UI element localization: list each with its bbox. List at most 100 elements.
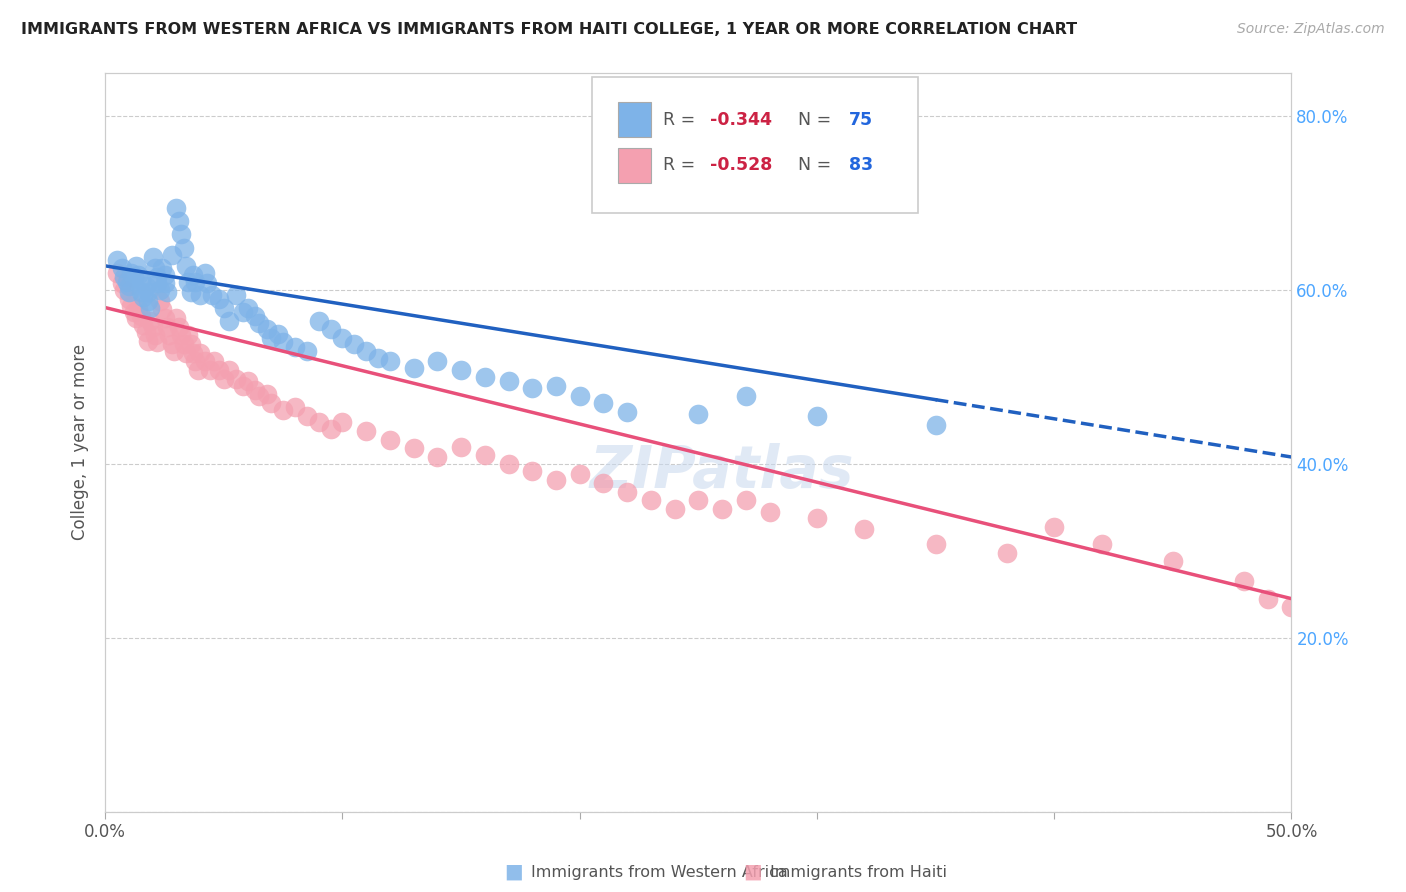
Point xyxy=(378,354,401,368)
Point xyxy=(125,311,148,326)
Point xyxy=(143,261,166,276)
Point xyxy=(174,345,197,359)
Point xyxy=(150,302,173,317)
Point xyxy=(118,285,141,299)
Point xyxy=(474,370,496,384)
Point xyxy=(308,313,330,327)
Point xyxy=(149,283,172,297)
Point xyxy=(232,305,254,319)
Point xyxy=(243,383,266,397)
Point xyxy=(354,424,377,438)
Text: 75: 75 xyxy=(849,111,873,128)
Point xyxy=(378,433,401,447)
Bar xyxy=(617,147,651,183)
Point xyxy=(174,259,197,273)
Point xyxy=(1327,617,1350,632)
Point xyxy=(367,351,389,365)
Point xyxy=(225,287,247,301)
Point xyxy=(153,268,176,282)
Point xyxy=(498,375,520,389)
Point xyxy=(118,292,141,306)
Point xyxy=(165,201,187,215)
Point xyxy=(129,273,152,287)
Point xyxy=(184,275,207,289)
Point xyxy=(150,261,173,276)
Point xyxy=(146,277,169,291)
Point xyxy=(160,337,183,351)
Point xyxy=(143,328,166,343)
Point xyxy=(157,328,180,343)
Point xyxy=(256,322,278,336)
Point xyxy=(616,405,638,419)
Point xyxy=(153,311,176,326)
Point xyxy=(180,337,202,351)
Point xyxy=(181,268,204,282)
Point xyxy=(194,354,217,368)
Point xyxy=(136,285,159,299)
Point xyxy=(426,354,449,368)
Point xyxy=(295,344,318,359)
Point xyxy=(688,493,710,508)
Point xyxy=(332,415,354,429)
Point xyxy=(202,354,225,368)
Text: ▪: ▪ xyxy=(742,858,762,887)
Point xyxy=(271,335,294,350)
Point xyxy=(127,268,149,282)
Point xyxy=(198,363,221,377)
Point xyxy=(195,277,218,291)
Point xyxy=(243,310,266,324)
Point xyxy=(160,248,183,262)
Point xyxy=(450,363,472,377)
Point xyxy=(156,285,179,299)
Point xyxy=(1161,554,1184,568)
Text: N =: N = xyxy=(787,111,837,128)
Point xyxy=(167,213,190,227)
Point xyxy=(688,407,710,421)
Text: IMMIGRANTS FROM WESTERN AFRICA VS IMMIGRANTS FROM HAITI COLLEGE, 1 YEAR OR MORE : IMMIGRANTS FROM WESTERN AFRICA VS IMMIGR… xyxy=(21,22,1077,37)
Point xyxy=(568,389,591,403)
Point xyxy=(112,283,135,297)
Point xyxy=(249,389,271,403)
Point xyxy=(146,335,169,350)
Point xyxy=(1043,519,1066,533)
Point xyxy=(319,422,342,436)
Point xyxy=(616,484,638,499)
Point xyxy=(1233,574,1256,589)
Point xyxy=(734,389,756,403)
Point xyxy=(402,442,425,456)
Point xyxy=(267,326,290,341)
Point xyxy=(474,448,496,462)
Point xyxy=(135,325,157,339)
Point xyxy=(225,372,247,386)
Point xyxy=(568,467,591,482)
Point xyxy=(105,252,128,267)
Point xyxy=(177,328,200,343)
Point xyxy=(127,302,149,317)
Point xyxy=(170,328,193,343)
Point xyxy=(260,396,283,410)
Point xyxy=(1091,537,1114,551)
Point xyxy=(544,378,567,392)
Point xyxy=(256,387,278,401)
Text: R =: R = xyxy=(662,156,700,174)
Point xyxy=(142,319,165,334)
Point xyxy=(1281,600,1303,615)
Point xyxy=(136,334,159,348)
Point xyxy=(105,266,128,280)
Point xyxy=(163,344,186,359)
Point xyxy=(132,318,155,332)
Point xyxy=(806,409,828,424)
Point xyxy=(129,285,152,299)
Point xyxy=(111,277,134,291)
Point xyxy=(664,502,686,516)
Point xyxy=(118,278,141,293)
Point xyxy=(122,270,145,285)
Point xyxy=(208,363,231,377)
Point xyxy=(188,345,211,359)
Point xyxy=(149,293,172,308)
Point xyxy=(232,378,254,392)
Point xyxy=(402,361,425,376)
Point xyxy=(319,322,342,336)
Point xyxy=(201,287,224,301)
Point xyxy=(295,409,318,424)
